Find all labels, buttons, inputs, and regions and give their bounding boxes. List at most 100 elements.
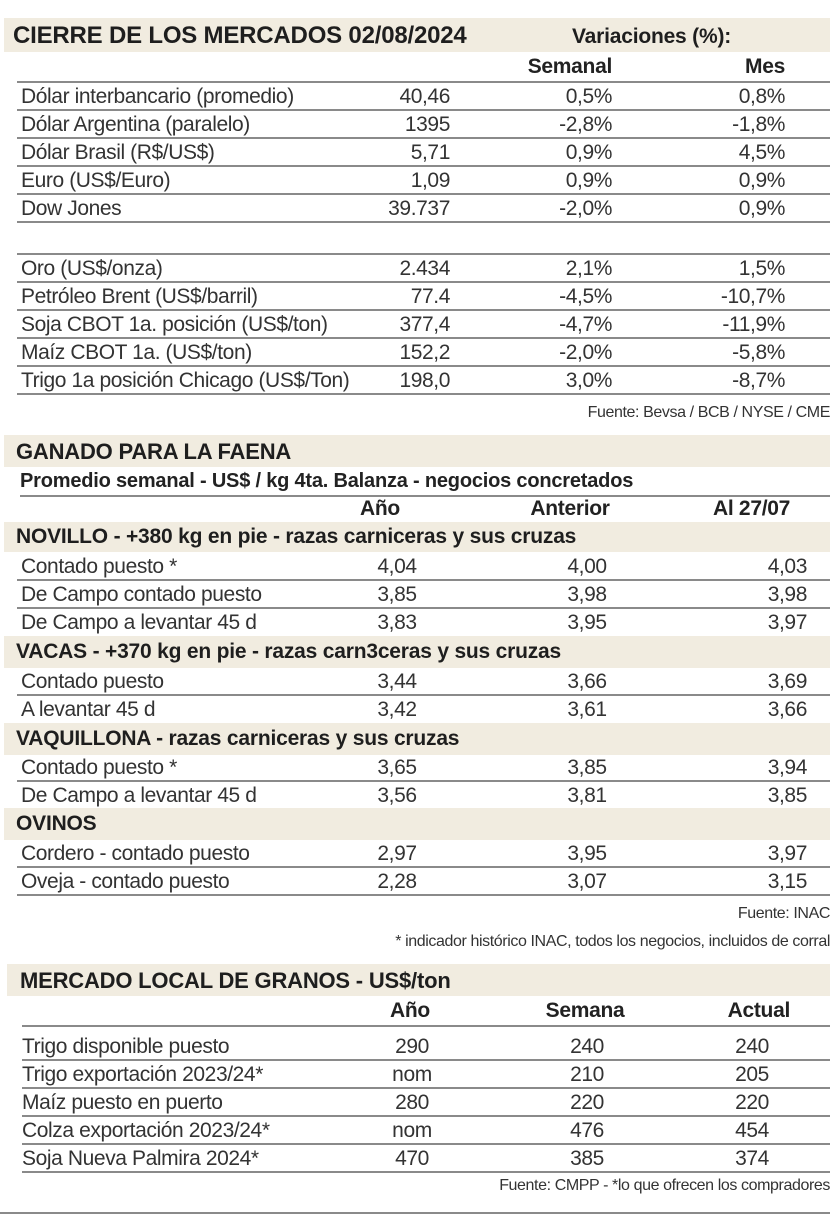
table-row: Contado puesto 3,44 3,66 3,69 [17, 668, 830, 696]
col-current-header: Actual [727, 999, 791, 1022]
divider [22, 1025, 830, 1027]
row-year: nom [392, 1063, 432, 1086]
cattle-footnote: * indicador histórico INAC, todos los ne… [395, 933, 830, 950]
col-month-header: Mes [745, 55, 785, 78]
cattle-title-band [4, 435, 830, 467]
row-label: Dólar Brasil (R$/US$) [21, 141, 215, 164]
group-title-novillo: NOVILLO - +380 kg en pie - razas carnice… [16, 525, 577, 548]
row-label: Dólar interbancario (promedio) [21, 85, 294, 108]
row-label: Dow Jones [21, 197, 122, 220]
row-current: 205 [735, 1063, 769, 1086]
row-current: 3,15 [767, 870, 808, 893]
table-row: Oro (US$/onza) 2.434 2,1% 1,5% [17, 255, 830, 283]
table-row: Dólar Argentina (paralelo) 1395 -2,8% -1… [17, 111, 830, 139]
col-year-header: Año [390, 999, 430, 1022]
divider [17, 253, 830, 255]
row-weekly: 2,1% [565, 257, 613, 280]
row-month: 1,5% [738, 257, 786, 280]
table-row: A levantar 45 d 3,42 3,61 3,66 [17, 696, 830, 724]
row-previous: 3,95 [567, 611, 607, 634]
col-week-header: Semana [545, 999, 625, 1022]
row-year: 470 [395, 1147, 429, 1170]
row-label: Dólar Argentina (paralelo) [21, 113, 250, 136]
row-label: Contado puesto * [21, 756, 177, 779]
row-month: -8,7% [732, 369, 785, 392]
group-band [4, 723, 830, 755]
row-year: 2,28 [377, 870, 417, 893]
row-label: De Campo a levantar 45 d [21, 784, 257, 807]
table-row: De Campo a levantar 45 d 3,56 3,81 3,85 [17, 782, 830, 810]
row-value: 2.434 [399, 257, 450, 280]
table-row: De Campo a levantar 45 d 3,83 3,95 3,97 [17, 609, 830, 637]
row-previous: 3,95 [567, 842, 607, 865]
row-year: 3,85 [377, 583, 417, 606]
table-row: Soja Nueva Palmira 2024* 470 385 374 [22, 1145, 830, 1173]
row-label: De Campo contado puesto [21, 583, 262, 606]
row-current: 3,66 [767, 698, 808, 721]
table-row: Dólar Brasil (R$/US$) 5,71 0,9% 4,5% [17, 139, 830, 167]
table-row: Trigo disponible puesto 290 240 240 [22, 1033, 830, 1061]
group-band [4, 522, 830, 552]
row-value: 5,71 [410, 141, 451, 164]
table-row: Trigo exportación 2023/24* nom 210 205 [22, 1061, 830, 1089]
row-label: A levantar 45 d [21, 698, 156, 721]
row-value: 152,2 [399, 341, 450, 364]
row-previous: 3,98 [567, 583, 607, 606]
row-value: 198,0 [399, 369, 450, 392]
row-week: 476 [570, 1119, 604, 1142]
table-row: Maíz CBOT 1a. (US$/ton) 152,2 -2,0% -5,8… [17, 339, 830, 367]
row-label: De Campo a levantar 45 d [21, 611, 257, 634]
divider [17, 81, 830, 83]
row-year: 3,56 [377, 784, 417, 807]
row-label: Contado puesto * [21, 555, 177, 578]
row-label: Maíz puesto en puerto [22, 1091, 223, 1114]
row-year: 280 [395, 1091, 429, 1114]
row-year: 3,42 [377, 698, 417, 721]
row-value: 40,46 [399, 85, 450, 108]
table-row: Cordero - contado puesto 2,97 3,95 3,97 [17, 840, 830, 868]
group-title-vaquillona: VAQUILLONA - razas carniceras y sus cruz… [16, 727, 460, 750]
group-band [4, 808, 830, 840]
group-band [4, 636, 830, 668]
row-weekly: 0,9% [565, 169, 613, 192]
row-label: Trigo exportación 2023/24* [22, 1063, 263, 1086]
row-week: 220 [570, 1091, 604, 1114]
row-value: 1,09 [410, 169, 451, 192]
row-year: 3,65 [377, 756, 417, 779]
row-label: Cordero - contado puesto [21, 842, 250, 865]
table-row: Soja CBOT 1a. posición (US$/ton) 377,4 -… [17, 311, 830, 339]
table-row: Trigo 1a posición Chicago (US$/Ton) 198,… [17, 367, 830, 395]
cattle-title: GANADO PARA LA FAENA [16, 439, 292, 464]
row-month: 0,8% [738, 85, 786, 108]
row-label: Trigo 1a posición Chicago (US$/Ton) [21, 369, 350, 392]
row-label: Soja CBOT 1a. posición (US$/ton) [21, 313, 328, 336]
grains-source: Fuente: CMPP - *lo que ofrecen los compr… [499, 1177, 830, 1194]
row-month: 0,9% [738, 169, 786, 192]
row-current: 3,97 [767, 842, 808, 865]
row-label: Euro (US$/Euro) [21, 169, 171, 192]
row-weekly: 3,0% [565, 369, 613, 392]
row-value: 77.4 [410, 285, 451, 308]
row-current: 3,94 [767, 756, 808, 779]
cattle-source: Fuente: INAC [737, 905, 831, 922]
row-value: 377,4 [399, 313, 450, 336]
row-current: 220 [735, 1091, 769, 1114]
markets-title: CIERRE DE LOS MERCADOS 02/08/2024 [13, 22, 467, 49]
row-month: 0,9% [738, 197, 786, 220]
row-month: 4,5% [738, 141, 786, 164]
row-weekly: -4,7% [559, 313, 612, 336]
row-month: -11,9% [722, 313, 785, 336]
table-row: Euro (US$/Euro) 1,09 0,9% 0,9% [17, 167, 830, 195]
markets-title-band [4, 18, 830, 52]
bottom-rule [0, 1212, 830, 1214]
row-previous: 4,00 [567, 555, 607, 578]
row-label: Oro (US$/onza) [21, 257, 163, 280]
row-previous: 3,66 [567, 670, 607, 693]
row-week: 240 [570, 1035, 604, 1058]
row-month: -10,7% [720, 285, 786, 308]
row-previous: 3,07 [567, 870, 607, 893]
col-weekly-header: Semanal [527, 55, 613, 78]
row-current: 374 [735, 1147, 769, 1170]
row-label: Maíz CBOT 1a. (US$/ton) [21, 341, 252, 364]
table-row: Dólar interbancario (promedio) 40,46 0,5… [17, 83, 830, 111]
